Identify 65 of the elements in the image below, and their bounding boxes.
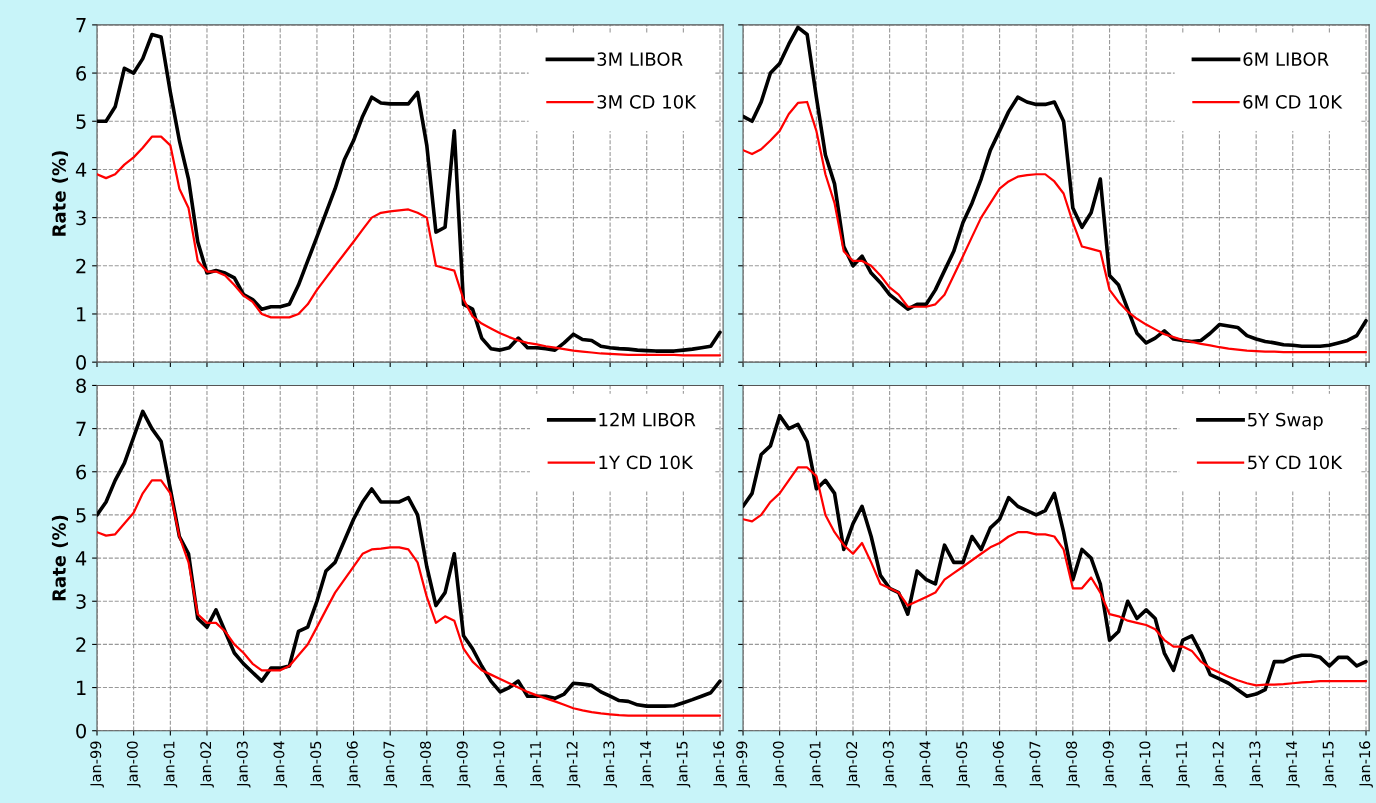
y-tick-label: 3 bbox=[76, 594, 86, 609]
y-tick-label: 1 bbox=[77, 680, 86, 695]
y-axis-title: Rate (%) bbox=[51, 515, 68, 601]
x-tick-label: Jan-14 bbox=[1286, 741, 1300, 788]
y-tick-label: 6 bbox=[76, 464, 87, 480]
x-tick-label: Jan-02 bbox=[200, 741, 214, 788]
y-tick-label: 4 bbox=[75, 162, 87, 177]
y-tick-label: 5 bbox=[76, 114, 86, 129]
x-tick-label: Jan-03 bbox=[236, 741, 251, 788]
x-tick-label: Jan-02 bbox=[846, 741, 860, 788]
y-tick-label: 6 bbox=[76, 66, 87, 81]
x-tick-label: Jan-05 bbox=[310, 741, 324, 788]
x-tick-label: Jan-09 bbox=[1102, 741, 1117, 788]
legend-label: 3M LIBOR bbox=[597, 52, 683, 66]
x-tick-label: Jan-16 bbox=[1359, 741, 1373, 788]
x-tick-label: Jan-00 bbox=[126, 741, 141, 788]
x-tick-label: Jan-99 bbox=[736, 741, 750, 788]
y-tick-label: 0 bbox=[76, 355, 86, 370]
y-tick-label: 4 bbox=[75, 551, 87, 566]
legend-label: 5Y Swap bbox=[1248, 412, 1323, 430]
x-tick-label: Jan-08 bbox=[420, 741, 434, 788]
x-tick-label: Jan-01 bbox=[163, 741, 178, 788]
x-tick-label: Jan-10 bbox=[1139, 741, 1154, 788]
x-tick-label: Jan-11 bbox=[530, 741, 544, 788]
x-tick-label: Jan-15 bbox=[676, 741, 691, 788]
y-tick-label: 5 bbox=[76, 508, 86, 523]
y-tick-label: 7 bbox=[76, 421, 86, 436]
y-tick-label: 7 bbox=[76, 18, 86, 33]
line-series bbox=[97, 479, 722, 717]
x-tick-label: Jan-07 bbox=[383, 741, 398, 788]
x-tick-label: Jan-07 bbox=[1029, 741, 1044, 788]
x-tick-label: Jan-04 bbox=[919, 741, 934, 788]
x-tick-label: Jan-01 bbox=[809, 741, 824, 788]
x-tick-label: Jan-06 bbox=[346, 741, 361, 788]
x-tick-label: Jan-13 bbox=[603, 741, 618, 788]
line-series bbox=[97, 135, 722, 357]
y-tick-label: 2 bbox=[76, 637, 86, 652]
x-tick-label: Jan-99 bbox=[90, 741, 104, 788]
x-tick-label: Jan-13 bbox=[1249, 741, 1264, 788]
y-axis-title: Rate (%) bbox=[51, 151, 68, 236]
legend-label: 12M LIBOR bbox=[599, 412, 696, 427]
x-tick-label: Jan-00 bbox=[772, 741, 787, 788]
y-tick-label: 8 bbox=[76, 378, 86, 394]
x-tick-label: Jan-06 bbox=[992, 741, 1007, 788]
legend-label: 6M CD 10K bbox=[1243, 95, 1343, 109]
x-tick-label: Jan-12 bbox=[566, 741, 581, 788]
legend-label: 3M CD 10K bbox=[597, 95, 697, 109]
y-tick-label: 2 bbox=[76, 258, 86, 274]
x-tick-label: Jan-11 bbox=[1176, 741, 1190, 788]
x-tick-label: Jan-12 bbox=[1212, 741, 1227, 788]
x-tick-label: Jan-10 bbox=[493, 741, 508, 788]
x-tick-label: Jan-08 bbox=[1066, 741, 1080, 788]
y-tick-label: 3 bbox=[76, 210, 86, 226]
x-tick-label: Jan-14 bbox=[640, 741, 654, 788]
legend-label: 6M LIBOR bbox=[1243, 52, 1329, 66]
x-tick-label: Jan-04 bbox=[273, 741, 288, 788]
x-tick-label: Jan-09 bbox=[456, 741, 471, 788]
y-tick-label: 0 bbox=[76, 723, 86, 739]
x-tick-label: Jan-16 bbox=[713, 741, 727, 788]
x-tick-label: Jan-05 bbox=[956, 741, 970, 788]
legend-label: 5Y CD 10K bbox=[1248, 455, 1343, 470]
x-tick-label: Jan-03 bbox=[882, 741, 897, 788]
x-tick-label: Jan-15 bbox=[1322, 741, 1337, 788]
y-tick-label: 1 bbox=[77, 307, 86, 322]
legend-label: 1Y CD 10K bbox=[599, 455, 694, 470]
